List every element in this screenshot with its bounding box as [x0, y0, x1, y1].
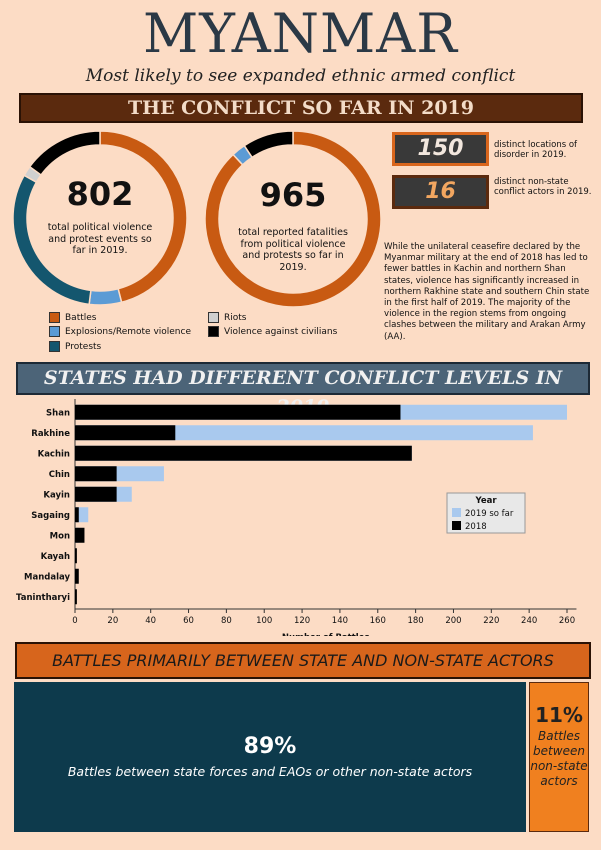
legend-label: Riots: [224, 313, 247, 323]
stat-locations-value: 150: [417, 136, 464, 161]
category-label: Chin: [49, 470, 70, 480]
donut-fatalities-svg: [204, 130, 382, 308]
legend-swatch-2018: [452, 521, 461, 530]
bar-2018: [75, 589, 77, 605]
section-banner-conflict: THE CONFLICT SO FAR IN 2019: [19, 93, 583, 123]
legend-label-2018: 2018: [465, 522, 487, 532]
stat-locations-box: 150: [392, 132, 489, 166]
x-tick-label: 60: [183, 616, 194, 626]
legend-swatch-protests: [49, 341, 60, 352]
category-label: Kayin: [43, 490, 70, 500]
state-vs-nonstate-text: Battles between state forces and EAOs or…: [67, 764, 473, 779]
bar-2018: [75, 445, 412, 461]
nonstate-only-pct: 11%: [535, 703, 583, 727]
x-tick-label: 0: [72, 616, 77, 626]
state-vs-nonstate-pct: 89%: [243, 734, 297, 759]
legend-item-explosions: Explosions/Remote violence: [49, 326, 191, 337]
donut-chart-fatalities: 965 total reported fatalities from polit…: [204, 130, 382, 308]
bar-2018: [75, 568, 79, 584]
events-description: total political violence and protest eve…: [47, 222, 153, 256]
legend-item-violence-civilians: Violence against civilians: [208, 326, 337, 337]
legend-item-protests: Protests: [49, 341, 101, 352]
bar-2018: [75, 404, 401, 420]
x-tick-label: 40: [145, 616, 156, 626]
legend-swatch-explosions: [49, 326, 60, 337]
donut-events-svg: [12, 130, 188, 306]
category-label: Mandalay: [24, 572, 70, 582]
x-tick-label: 80: [221, 616, 232, 626]
category-label: Sagaing: [31, 511, 70, 521]
bar-2018: [75, 527, 85, 543]
bar-legend-title: Year: [474, 496, 497, 506]
category-label: Kachin: [38, 449, 70, 459]
page-subtitle: Most likely to see expanded ethnic armed…: [85, 66, 516, 86]
state-vs-nonstate-box: 89% Battles between state forces and EAO…: [14, 682, 526, 832]
legend-label: Protests: [65, 342, 102, 352]
bar-2018: [75, 486, 117, 502]
category-label: Kayah: [41, 552, 70, 562]
legend-item-battles: Battles: [49, 312, 96, 323]
bar-2018: [75, 466, 117, 482]
x-axis-label: Number of Battles: [282, 633, 370, 636]
bar-2018: [75, 507, 79, 523]
category-label: Mon: [50, 531, 70, 541]
bar-2018: [75, 548, 77, 564]
page-title: MYANMAR: [143, 2, 458, 65]
legend-swatch-riots: [208, 312, 219, 323]
donut-slice-battles: [204, 130, 382, 308]
stat-actors-desc: distinct non-state conflict actors in 20…: [494, 177, 592, 197]
x-tick-label: 120: [294, 616, 310, 626]
x-tick-label: 180: [407, 616, 423, 626]
x-tick-label: 160: [370, 616, 386, 626]
fatalities-count: 965: [259, 176, 327, 214]
legend-label: Explosions/Remote violence: [65, 327, 191, 337]
nonstate-only-box: 11% Battles between non-state actors: [529, 682, 589, 832]
x-tick-label: 200: [445, 616, 461, 626]
bar-2019-so-far: [75, 425, 533, 441]
stat-locations-desc: distinct locations of disorder in 2019.: [494, 140, 578, 160]
legend-item-riots: Riots: [208, 312, 246, 323]
events-count: 802: [66, 175, 134, 213]
stat-actors-value: 16: [425, 179, 456, 204]
section-banner-battles: BATTLES PRIMARILY BETWEEN STATE AND NON-…: [15, 642, 591, 679]
x-tick-label: 140: [332, 616, 348, 626]
fatalities-description: total reported fatalities from political…: [238, 227, 348, 273]
donut-slice-violence-against-civilians: [28, 130, 101, 177]
stat-actors-box: 16: [392, 175, 489, 209]
category-label: Tanintharyi: [16, 593, 70, 603]
x-tick-label: 260: [559, 616, 575, 626]
donut-chart-events: 802 total political violence and protest…: [12, 130, 188, 306]
donut-slice-battles: [99, 130, 188, 304]
donut-slice-explosions-remote-violence: [88, 287, 123, 306]
legend-label: Violence against civilians: [224, 327, 338, 337]
legend-swatch-2019: [452, 508, 461, 517]
bar-legend: Year 2019 so far 2018: [446, 492, 526, 534]
category-label: Rakhine: [31, 429, 70, 439]
legend-swatch-battles: [49, 312, 60, 323]
legend-label: Battles: [65, 313, 97, 323]
x-tick-label: 100: [256, 616, 272, 626]
bar-2018: [75, 425, 176, 441]
legend-label-2019: 2019 so far: [465, 509, 514, 519]
battles-by-state-chart: 0 20 40 60 80 100 120 140 160 180 200 220 240 260 Numb…: [16, 399, 577, 636]
legend-swatch-violence-civilians: [208, 326, 219, 337]
x-tick-label: 220: [483, 616, 499, 626]
category-label: Shan: [46, 408, 70, 418]
nonstate-only-text: Battles between non-state actors: [530, 729, 588, 788]
section-banner-states: STATES HAD DIFFERENT CONFLICT LEVELS IN …: [16, 362, 590, 418]
x-tick-label: 20: [107, 616, 118, 626]
x-tick-label: 240: [521, 616, 537, 626]
conflict-paragraph: While the unilateral ceasefire declared …: [384, 242, 590, 342]
donut-slice-violence-against-civilians: [243, 130, 294, 159]
